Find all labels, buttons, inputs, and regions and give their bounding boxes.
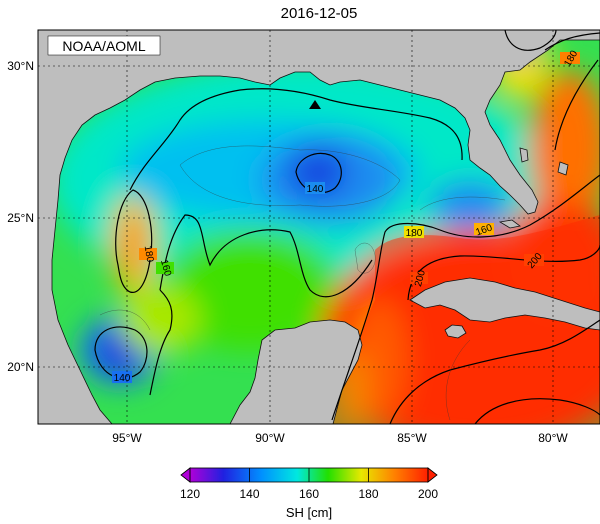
lat-label: 25°N [7,211,34,225]
grid-lines [38,30,600,424]
credit-label: NOAA/AOML [62,38,145,54]
lon-label: 80°W [538,431,568,445]
land-cuba [409,277,600,331]
colorbar-tick-label: 140 [239,487,259,501]
land-bahamas-1 [519,147,529,163]
contour-label: 160 [158,258,173,277]
contour-140-top [504,30,557,51]
map-frame [37,29,600,425]
contour-label: 200 [413,268,428,287]
land-us-coast [38,30,600,424]
contour-200-east [407,244,600,301]
lat-label: 30°N [7,59,34,73]
colorbar-tick-label: 160 [299,487,319,501]
lon-label: 95°W [112,431,142,445]
contour-180-loop-current [331,174,600,421]
ssh-field [38,30,600,424]
land-isle-of-youth [444,324,467,339]
axis-labels: 30°N 25°N 20°N 95°W 90°W 85°W 80°W [7,59,568,445]
contour-label: 140 [307,184,324,195]
lon-label: 85°W [397,431,427,445]
contour-160-south [149,289,173,396]
colorbar: 120 140 160 180 200 SH [cm] [180,467,438,520]
contour-180-gulf-stream [544,32,600,51]
colorbar-low-arrow [180,467,191,483]
map-panel: 140 140 160 160 180 180 180 200 200 [37,29,600,425]
colorbar-tick-label: 120 [180,487,200,501]
contour-160-west [129,88,463,191]
land-masses [38,30,600,424]
contour-label: 180 [406,228,423,239]
colorbar-high-arrow [427,467,438,483]
colorbar-tick-label: 180 [358,487,378,501]
contour-160-mid [159,214,373,298]
contour-140-loop-south [94,326,148,379]
map-title: 2016-12-05 [281,5,358,22]
contour-200-south [389,319,600,424]
contour-label: 180 [142,245,156,264]
lat-label: 20°N [7,360,34,374]
land-keys [498,219,521,229]
contour-180-east [554,59,599,151]
contour-180-south-b [474,398,600,424]
land-bahamas-2 [557,161,569,176]
contour-labels: 140 140 160 160 180 180 180 200 200 [112,48,580,384]
triangle-marker-icon [309,100,321,109]
colorbar-tick-label: 200 [418,487,438,501]
colorbar-label: SH [cm] [286,505,332,520]
credit-box [47,35,161,56]
lon-label: 90°W [255,431,285,445]
contour-label: 140 [114,373,131,384]
